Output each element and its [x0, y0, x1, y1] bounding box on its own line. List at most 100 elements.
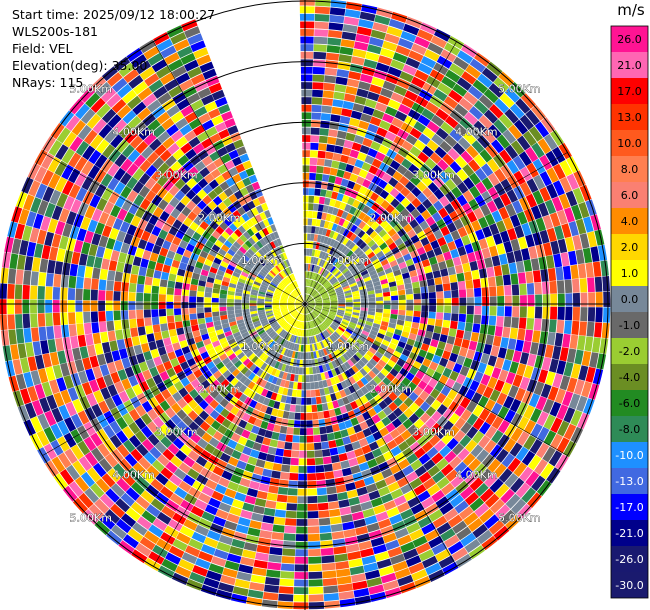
velocity-gate — [501, 382, 512, 395]
velocity-gate — [406, 453, 418, 465]
velocity-gate — [323, 253, 329, 261]
velocity-gate — [292, 435, 300, 443]
velocity-gate — [152, 324, 161, 333]
velocity-gate — [258, 293, 266, 297]
velocity-gate — [557, 293, 565, 307]
velocity-gate — [214, 324, 223, 331]
velocity-gate — [229, 279, 238, 285]
velocity-gate — [244, 495, 257, 505]
velocity-gate — [478, 395, 489, 408]
velocity-gate — [424, 529, 440, 542]
velocity-gate — [256, 205, 264, 214]
velocity-gate — [103, 248, 113, 260]
velocity-gate — [475, 229, 485, 241]
velocity-gate — [337, 365, 345, 374]
velocity-gate — [116, 518, 132, 534]
velocity-gate — [268, 318, 276, 324]
velocity-gate — [68, 324, 77, 337]
velocity-gate — [254, 498, 267, 507]
velocity-gate — [120, 158, 133, 172]
velocity-gate — [157, 187, 168, 199]
velocity-gate — [311, 320, 316, 328]
velocity-gate — [288, 296, 296, 301]
velocity-gate — [311, 311, 317, 318]
velocity-gate — [354, 218, 362, 227]
velocity-gate — [421, 522, 436, 535]
velocity-gate — [307, 300, 315, 304]
velocity-gate — [241, 243, 250, 251]
velocity-gate — [422, 145, 434, 158]
velocity-gate — [174, 190, 186, 201]
velocity-gate — [365, 434, 376, 444]
velocity-gate — [16, 328, 25, 344]
velocity-gate — [462, 164, 475, 177]
velocity-gate — [172, 391, 183, 403]
velocity-gate — [477, 362, 487, 374]
velocity-gate — [335, 225, 342, 233]
velocity-gate — [466, 413, 479, 426]
velocity-gate — [546, 227, 557, 242]
velocity-gate — [0, 267, 9, 284]
velocity-gate — [462, 453, 476, 466]
velocity-gate — [487, 172, 500, 187]
velocity-gate — [28, 180, 41, 197]
velocity-gate — [362, 343, 371, 350]
velocity-gate — [340, 380, 348, 389]
velocity-gate — [265, 306, 272, 310]
velocity-gate — [232, 586, 249, 597]
velocity-gate — [160, 353, 170, 364]
velocity-gate — [296, 321, 300, 328]
velocity-gate — [306, 294, 309, 302]
velocity-gate — [169, 474, 183, 487]
velocity-gate — [372, 234, 382, 243]
velocity-gate — [152, 125, 166, 138]
velocity-gate — [290, 274, 295, 281]
velocity-gate — [353, 41, 369, 51]
velocity-gate — [362, 106, 375, 116]
velocity-gate — [346, 426, 356, 436]
velocity-gate — [571, 320, 580, 335]
velocity-gate — [397, 38, 414, 50]
velocity-gate — [153, 206, 164, 218]
velocity-gate — [297, 306, 303, 312]
velocity-gate — [198, 410, 210, 421]
velocity-gate — [519, 352, 530, 365]
velocity-gate — [213, 257, 222, 265]
velocity-gate — [277, 601, 293, 609]
velocity-gate — [132, 462, 146, 476]
velocity-gate — [187, 66, 202, 79]
velocity-gate — [288, 307, 295, 310]
velocity-gate — [349, 149, 360, 159]
velocity-gate — [148, 233, 158, 245]
velocity-gate — [485, 412, 497, 426]
velocity-gate — [229, 386, 239, 396]
velocity-gate — [480, 204, 491, 217]
velocity-gate — [456, 526, 472, 541]
velocity-gate — [254, 264, 262, 271]
velocity-gate — [308, 304, 315, 306]
velocity-gate — [307, 511, 319, 519]
velocity-gate — [283, 269, 289, 276]
velocity-gate — [101, 341, 111, 354]
velocity-gate — [460, 409, 472, 422]
velocity-gate — [346, 250, 354, 258]
velocity-gate — [349, 173, 359, 183]
velocity-gate — [525, 109, 540, 126]
velocity-gate — [391, 264, 400, 272]
velocity-gate — [289, 318, 295, 325]
velocity-gate — [129, 135, 143, 149]
velocity-gate — [306, 296, 312, 302]
velocity-gate — [291, 335, 296, 343]
velocity-gate — [49, 189, 62, 205]
velocity-gate — [373, 375, 382, 385]
velocity-gate — [259, 238, 267, 247]
velocity-gate — [180, 105, 194, 117]
velocity-gate — [95, 478, 110, 493]
colorbar-swatch — [611, 416, 648, 442]
velocity-gate — [440, 268, 449, 277]
velocity-gate — [316, 404, 323, 412]
velocity-gate — [300, 29, 314, 36]
velocity-gate — [393, 85, 408, 97]
velocity-gate — [321, 181, 328, 190]
velocity-gate — [364, 236, 373, 245]
